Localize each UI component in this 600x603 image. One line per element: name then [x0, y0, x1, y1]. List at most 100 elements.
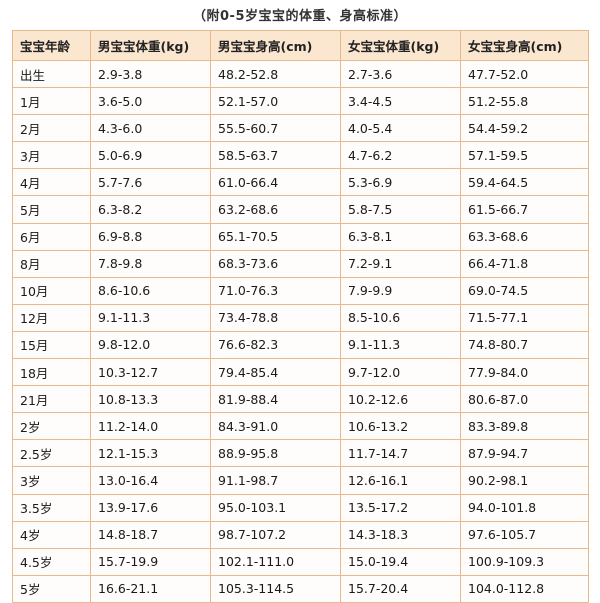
cell-boy-weight: 16.6-21.1 [90, 574, 211, 603]
cell-boy-weight: 5.7-7.6 [90, 168, 211, 197]
table-row: 2月 4.3-6.0 55.5-60.7 4.0-5.4 54.4-59.2 [12, 114, 589, 143]
header-girl-height: 女宝宝身高(cm) [460, 30, 589, 61]
cell-boy-height: 73.4-78.8 [210, 303, 341, 332]
cell-boy-height: 58.5-63.7 [210, 141, 341, 170]
cell-age: 21月 [12, 385, 91, 414]
cell-boy-height: 76.6-82.3 [210, 330, 341, 360]
header-boy-weight: 男宝宝体重(kg) [90, 30, 211, 61]
table-row: 3岁 13.0-16.4 91.1-98.7 12.6-16.1 90.2-98.1 [12, 466, 589, 495]
cell-age: 8月 [12, 249, 91, 278]
cell-boy-height: 88.9-95.8 [210, 439, 341, 468]
table-body: 出生 2.9-3.8 48.2-52.8 2.7-3.6 47.7-52.0 1月 3.6-… [12, 59, 589, 603]
cell-age: 2月 [12, 114, 91, 143]
table-caption: （附0-5岁宝宝的体重、身高标准） [193, 9, 407, 24]
cell-girl-weight: 8.5-10.6 [340, 303, 461, 332]
cell-boy-weight: 9.1-11.3 [90, 303, 211, 332]
growth-standards-table: 宝宝年龄 男宝宝体重(kg) 男宝宝身高(cm) 女宝宝体重(kg) 女宝宝身高… [12, 30, 589, 603]
cell-boy-height: 91.1-98.7 [210, 466, 341, 495]
cell-girl-weight: 12.6-16.1 [340, 466, 461, 495]
cell-age: 出生 [12, 59, 91, 89]
cell-age: 2岁 [12, 412, 91, 441]
cell-girl-height: 104.0-112.8 [460, 574, 589, 603]
cell-boy-height: 63.2-68.6 [210, 195, 341, 224]
cell-girl-weight: 10.2-12.6 [340, 385, 461, 414]
cell-age: 1月 [12, 87, 91, 116]
cell-girl-weight: 7.2-9.1 [340, 249, 461, 278]
cell-girl-height: 94.0-101.8 [460, 493, 589, 522]
cell-girl-weight: 6.3-8.1 [340, 222, 461, 251]
header-age: 宝宝年龄 [12, 30, 91, 61]
cell-girl-height: 71.5-77.1 [460, 303, 589, 332]
table-row: 5岁 16.6-21.1 105.3-114.5 15.7-20.4 104.0-112… [12, 574, 589, 603]
cell-girl-weight: 13.5-17.2 [340, 493, 461, 522]
cell-girl-weight: 2.7-3.6 [340, 59, 461, 89]
cell-girl-height: 47.7-52.0 [460, 59, 589, 89]
cell-boy-weight: 2.9-3.8 [90, 59, 211, 89]
cell-age: 5月 [12, 195, 91, 224]
table-row: 3.5岁 13.9-17.6 95.0-103.1 13.5-17.2 94.0-101… [12, 493, 589, 522]
cell-girl-height: 100.9-109.3 [460, 547, 589, 576]
table-row: 12月 9.1-11.3 73.4-78.8 8.5-10.6 71.5-77.1 [12, 303, 589, 332]
cell-age: 6月 [12, 222, 91, 251]
cell-girl-weight: 4.7-6.2 [340, 141, 461, 170]
cell-girl-weight: 10.6-13.2 [340, 412, 461, 441]
cell-age: 3.5岁 [12, 493, 91, 522]
cell-girl-weight: 4.0-5.4 [340, 114, 461, 143]
table-row: 4月 5.7-7.6 61.0-66.4 5.3-6.9 59.4-64.5 [12, 168, 589, 197]
cell-boy-height: 55.5-60.7 [210, 114, 341, 143]
cell-boy-height: 105.3-114.5 [210, 574, 341, 603]
cell-boy-height: 48.2-52.8 [210, 59, 341, 89]
cell-girl-weight: 7.9-9.9 [340, 276, 461, 305]
cell-girl-height: 54.4-59.2 [460, 114, 589, 143]
cell-girl-weight: 3.4-4.5 [340, 87, 461, 116]
cell-age: 5岁 [12, 574, 91, 603]
cell-boy-weight: 6.9-8.8 [90, 222, 211, 251]
cell-girl-height: 69.0-74.5 [460, 276, 589, 305]
cell-age: 4.5岁 [12, 547, 91, 576]
cell-girl-height: 61.5-66.7 [460, 195, 589, 224]
header-girl-weight: 女宝宝体重(kg) [340, 30, 461, 61]
table-row: 2.5岁 12.1-15.3 88.9-95.8 11.7-14.7 87.9-94.7 [12, 439, 589, 468]
table-row: 4岁 14.8-18.7 98.7-107.2 14.3-18.3 97.6-105.7 [12, 520, 589, 549]
cell-boy-weight: 13.0-16.4 [90, 466, 211, 495]
cell-age: 3岁 [12, 466, 91, 495]
cell-girl-height: 90.2-98.1 [460, 466, 589, 495]
cell-boy-weight: 14.8-18.7 [90, 520, 211, 549]
table-row: 6月 6.9-8.8 65.1-70.5 6.3-8.1 63.3-68.6 [12, 222, 589, 251]
header-boy-height: 男宝宝身高(cm) [210, 30, 341, 61]
cell-boy-weight: 9.8-12.0 [90, 330, 211, 360]
cell-boy-weight: 3.6-5.0 [90, 87, 211, 116]
cell-girl-weight: 15.0-19.4 [340, 547, 461, 576]
cell-boy-weight: 7.8-9.8 [90, 249, 211, 278]
cell-boy-height: 84.3-91.0 [210, 412, 341, 441]
cell-boy-height: 65.1-70.5 [210, 222, 341, 251]
cell-girl-weight: 14.3-18.3 [340, 520, 461, 549]
cell-age: 4岁 [12, 520, 91, 549]
cell-age: 10月 [12, 276, 91, 305]
cell-boy-weight: 10.3-12.7 [90, 358, 211, 387]
cell-boy-weight: 12.1-15.3 [90, 439, 211, 468]
table-row: 3月 5.0-6.9 58.5-63.7 4.7-6.2 57.1-59.5 [12, 141, 589, 170]
cell-girl-weight: 9.7-12.0 [340, 358, 461, 387]
cell-boy-weight: 13.9-17.6 [90, 493, 211, 522]
cell-boy-height: 79.4-85.4 [210, 358, 341, 387]
cell-boy-height: 68.3-73.6 [210, 249, 341, 278]
cell-girl-height: 80.6-87.0 [460, 385, 589, 414]
cell-boy-height: 52.1-57.0 [210, 87, 341, 116]
cell-boy-weight: 8.6-10.6 [90, 276, 211, 305]
cell-boy-height: 71.0-76.3 [210, 276, 341, 305]
cell-boy-weight: 4.3-6.0 [90, 114, 211, 143]
cell-girl-height: 77.9-84.0 [460, 358, 589, 387]
cell-girl-weight: 15.7-20.4 [340, 574, 461, 603]
cell-girl-height: 83.3-89.8 [460, 412, 589, 441]
cell-girl-height: 63.3-68.6 [460, 222, 589, 251]
document-page: （附0-5岁宝宝的体重、身高标准） 宝宝年龄 男宝宝体重(kg) 男宝宝身高(c… [12, 9, 589, 603]
table-header: 宝宝年龄 男宝宝体重(kg) 男宝宝身高(cm) 女宝宝体重(kg) 女宝宝身高… [12, 30, 589, 61]
table-row: 2岁 11.2-14.0 84.3-91.0 10.6-13.2 83.3-89.8 [12, 412, 589, 441]
cell-boy-height: 102.1-111.0 [210, 547, 341, 576]
cell-boy-weight: 10.8-13.3 [90, 385, 211, 414]
cell-girl-weight: 11.7-14.7 [340, 439, 461, 468]
cell-girl-height: 87.9-94.7 [460, 439, 589, 468]
cell-age: 4月 [12, 168, 91, 197]
table-row: 出生 2.9-3.8 48.2-52.8 2.7-3.6 47.7-52.0 [12, 59, 589, 89]
